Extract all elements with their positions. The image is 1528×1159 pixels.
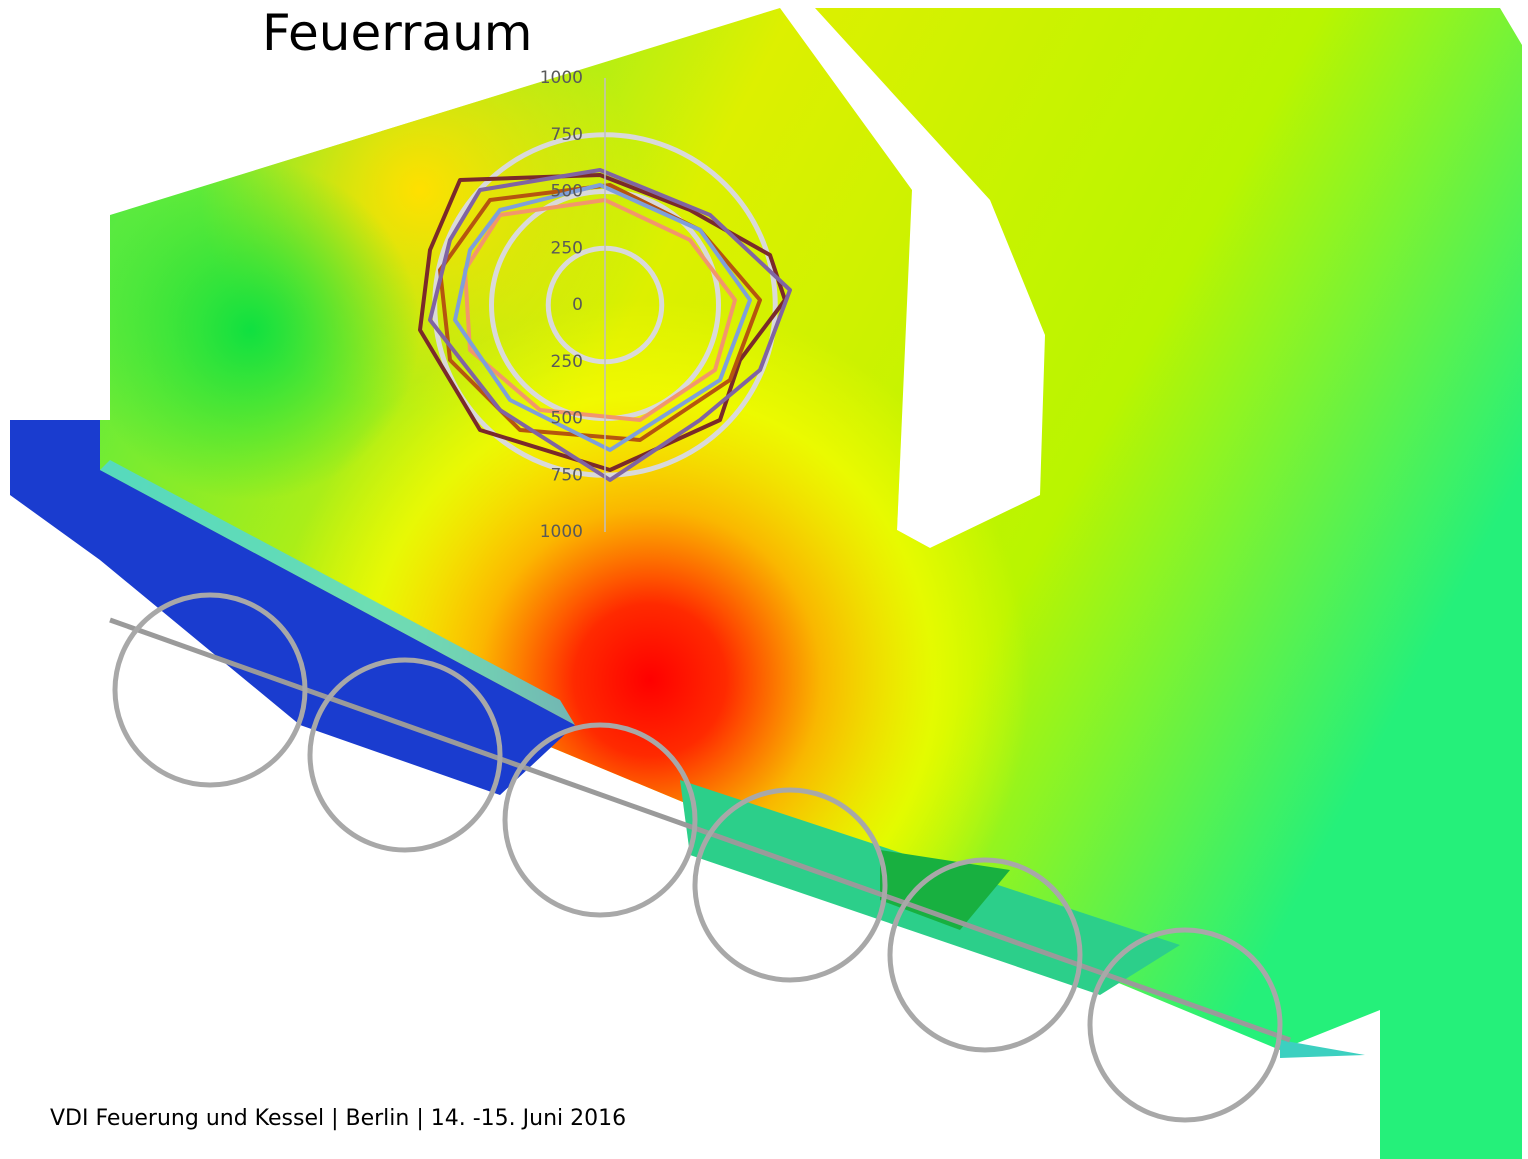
r-tick-label: 250	[551, 238, 583, 258]
r-tick-label: 500	[551, 182, 583, 202]
footer: VDI Feuerung und Kessel | Berlin | 14. -…	[50, 1106, 626, 1131]
r-tick-label: 500	[551, 409, 583, 429]
slide: Feuerraum 0 250 250 500 500 750 750 1000 1000 VD…	[0, 0, 1528, 1159]
title: Feuerraum	[262, 4, 533, 62]
r-tick-label: 1000	[540, 68, 583, 88]
r-tick-label: 0	[572, 295, 583, 315]
r-tick-label: 750	[551, 125, 583, 145]
r-tick-label: 750	[551, 465, 583, 485]
r-tick-label: 1000	[540, 522, 583, 542]
r-tick-label: 250	[551, 352, 583, 372]
cfd-image	[0, 0, 1528, 1159]
